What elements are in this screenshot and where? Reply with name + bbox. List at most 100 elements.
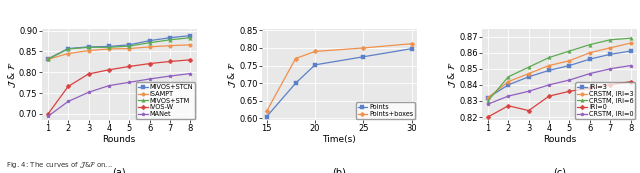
IRI=0	[504, 105, 512, 107]
MANet	[44, 115, 52, 117]
MANet	[146, 78, 154, 80]
Points+boxes	[262, 110, 270, 112]
Points+boxes	[408, 43, 416, 45]
CRSTM, IRI=6	[607, 39, 614, 41]
Line: Points+boxes: Points+boxes	[265, 42, 413, 113]
MIVOS+STM	[146, 42, 154, 44]
MIVOS+STM	[166, 39, 174, 41]
IVOS-W	[44, 113, 52, 115]
IRI=0	[484, 116, 492, 118]
IRI=0	[566, 90, 573, 92]
Line: MIVOS+STCN: MIVOS+STCN	[46, 34, 192, 61]
IVOS-W	[105, 69, 113, 71]
Line: IVOS-W: IVOS-W	[46, 58, 192, 116]
CRSTM, IRI=6	[504, 76, 512, 78]
MIVOS+STCN	[187, 35, 195, 37]
Text: Fig. 4: The curves of $\mathcal{J}$&$\mathcal{F}$ on...: Fig. 4: The curves of $\mathcal{J}$&$\ma…	[6, 160, 113, 170]
Points	[408, 48, 416, 50]
CRSTM, IRI=6	[545, 56, 553, 58]
IVOS-W	[64, 85, 72, 88]
Points	[360, 56, 367, 58]
ISAMPT	[166, 45, 174, 47]
ISAMPT	[44, 58, 52, 60]
Line: Points: Points	[265, 47, 413, 119]
X-axis label: Time(s): Time(s)	[323, 135, 356, 144]
ISAMPT	[125, 48, 133, 50]
MIVOS+STM	[105, 46, 113, 48]
IRI=0	[627, 81, 634, 83]
CRSTM, IRI=6	[586, 44, 594, 46]
Line: CRSTM, IRI=0: CRSTM, IRI=0	[486, 64, 632, 106]
CRSTM, IRI=0	[525, 90, 532, 92]
ISAMPT	[64, 53, 72, 55]
Line: CRSTM, IRI=6: CRSTM, IRI=6	[486, 37, 632, 103]
MANet	[84, 91, 92, 93]
CRSTM, IRI=0	[545, 84, 553, 86]
Line: IRI=0: IRI=0	[486, 80, 632, 119]
CRSTM, IRI=3	[545, 65, 553, 67]
Legend: Points, Points+boxes: Points, Points+boxes	[356, 102, 415, 119]
IRI=3	[586, 58, 594, 60]
Line: IRI=3: IRI=3	[486, 49, 632, 99]
CRSTM, IRI=0	[607, 68, 614, 70]
Legend: IRI=3, CRSTM, IRI=3, CRSTM, IRI=6, IRI=0, CRSTM, IRI=0: IRI=3, CRSTM, IRI=3, CRSTM, IRI=6, IRI=0…	[575, 82, 636, 119]
IRI=3	[627, 50, 634, 52]
IRI=3	[566, 65, 573, 67]
Points+boxes	[360, 47, 367, 49]
Y-axis label: $\mathcal{J}$ & $\mathcal{F}$: $\mathcal{J}$ & $\mathcal{F}$	[6, 61, 17, 88]
MIVOS+STM	[84, 46, 92, 48]
Text: (c): (c)	[553, 168, 566, 173]
MANet	[105, 85, 113, 87]
CRSTM, IRI=3	[484, 97, 492, 99]
IVOS-W	[187, 59, 195, 61]
MIVOS+STCN	[166, 37, 174, 39]
MANet	[187, 72, 195, 75]
ISAMPT	[84, 50, 92, 52]
CRSTM, IRI=6	[484, 100, 492, 102]
Line: MANet: MANet	[46, 72, 192, 118]
IRI=0	[607, 84, 614, 86]
Points+boxes	[292, 57, 300, 60]
ISAMPT	[146, 46, 154, 48]
CRSTM, IRI=6	[627, 37, 634, 39]
IRI=3	[504, 84, 512, 86]
MIVOS+STM	[64, 48, 72, 50]
MIVOS+STCN	[44, 58, 52, 60]
Points	[262, 116, 270, 118]
CRSTM, IRI=0	[484, 103, 492, 105]
CRSTM, IRI=3	[566, 60, 573, 62]
Text: (a): (a)	[112, 168, 126, 173]
Y-axis label: $\mathcal{J}$ & $\mathcal{F}$: $\mathcal{J}$ & $\mathcal{F}$	[226, 61, 237, 88]
Y-axis label: $\mathcal{J}$ & $\mathcal{F}$: $\mathcal{J}$ & $\mathcal{F}$	[445, 61, 458, 88]
MIVOS+STM	[44, 58, 52, 60]
Points+boxes	[311, 51, 319, 53]
IRI=3	[545, 69, 553, 71]
Text: (b): (b)	[332, 168, 346, 173]
CRSTM, IRI=0	[586, 72, 594, 75]
CRSTM, IRI=3	[525, 72, 532, 75]
CRSTM, IRI=3	[504, 81, 512, 83]
IRI=3	[607, 53, 614, 55]
X-axis label: Rounds: Rounds	[102, 135, 136, 144]
CRSTM, IRI=0	[566, 79, 573, 81]
X-axis label: Rounds: Rounds	[543, 135, 576, 144]
ISAMPT	[105, 48, 113, 50]
Legend: MIVOS+STCN, ISAMPT, MIVOS+STM, IVOS-W, MANet: MIVOS+STCN, ISAMPT, MIVOS+STM, IVOS-W, M…	[136, 82, 195, 119]
IVOS-W	[84, 73, 92, 75]
IVOS-W	[146, 62, 154, 65]
CRSTM, IRI=6	[525, 66, 532, 68]
MANet	[125, 81, 133, 83]
Points	[292, 82, 300, 84]
MIVOS+STM	[187, 37, 195, 39]
CRSTM, IRI=3	[627, 42, 634, 44]
MANet	[64, 101, 72, 103]
Line: CRSTM, IRI=3: CRSTM, IRI=3	[486, 41, 632, 99]
MIVOS+STCN	[146, 40, 154, 42]
CRSTM, IRI=0	[627, 65, 634, 67]
MANet	[166, 75, 174, 77]
IRI=3	[525, 76, 532, 78]
MIVOS+STCN	[125, 44, 133, 46]
ISAMPT	[187, 44, 195, 46]
CRSTM, IRI=0	[504, 95, 512, 97]
MIVOS+STCN	[64, 48, 72, 50]
